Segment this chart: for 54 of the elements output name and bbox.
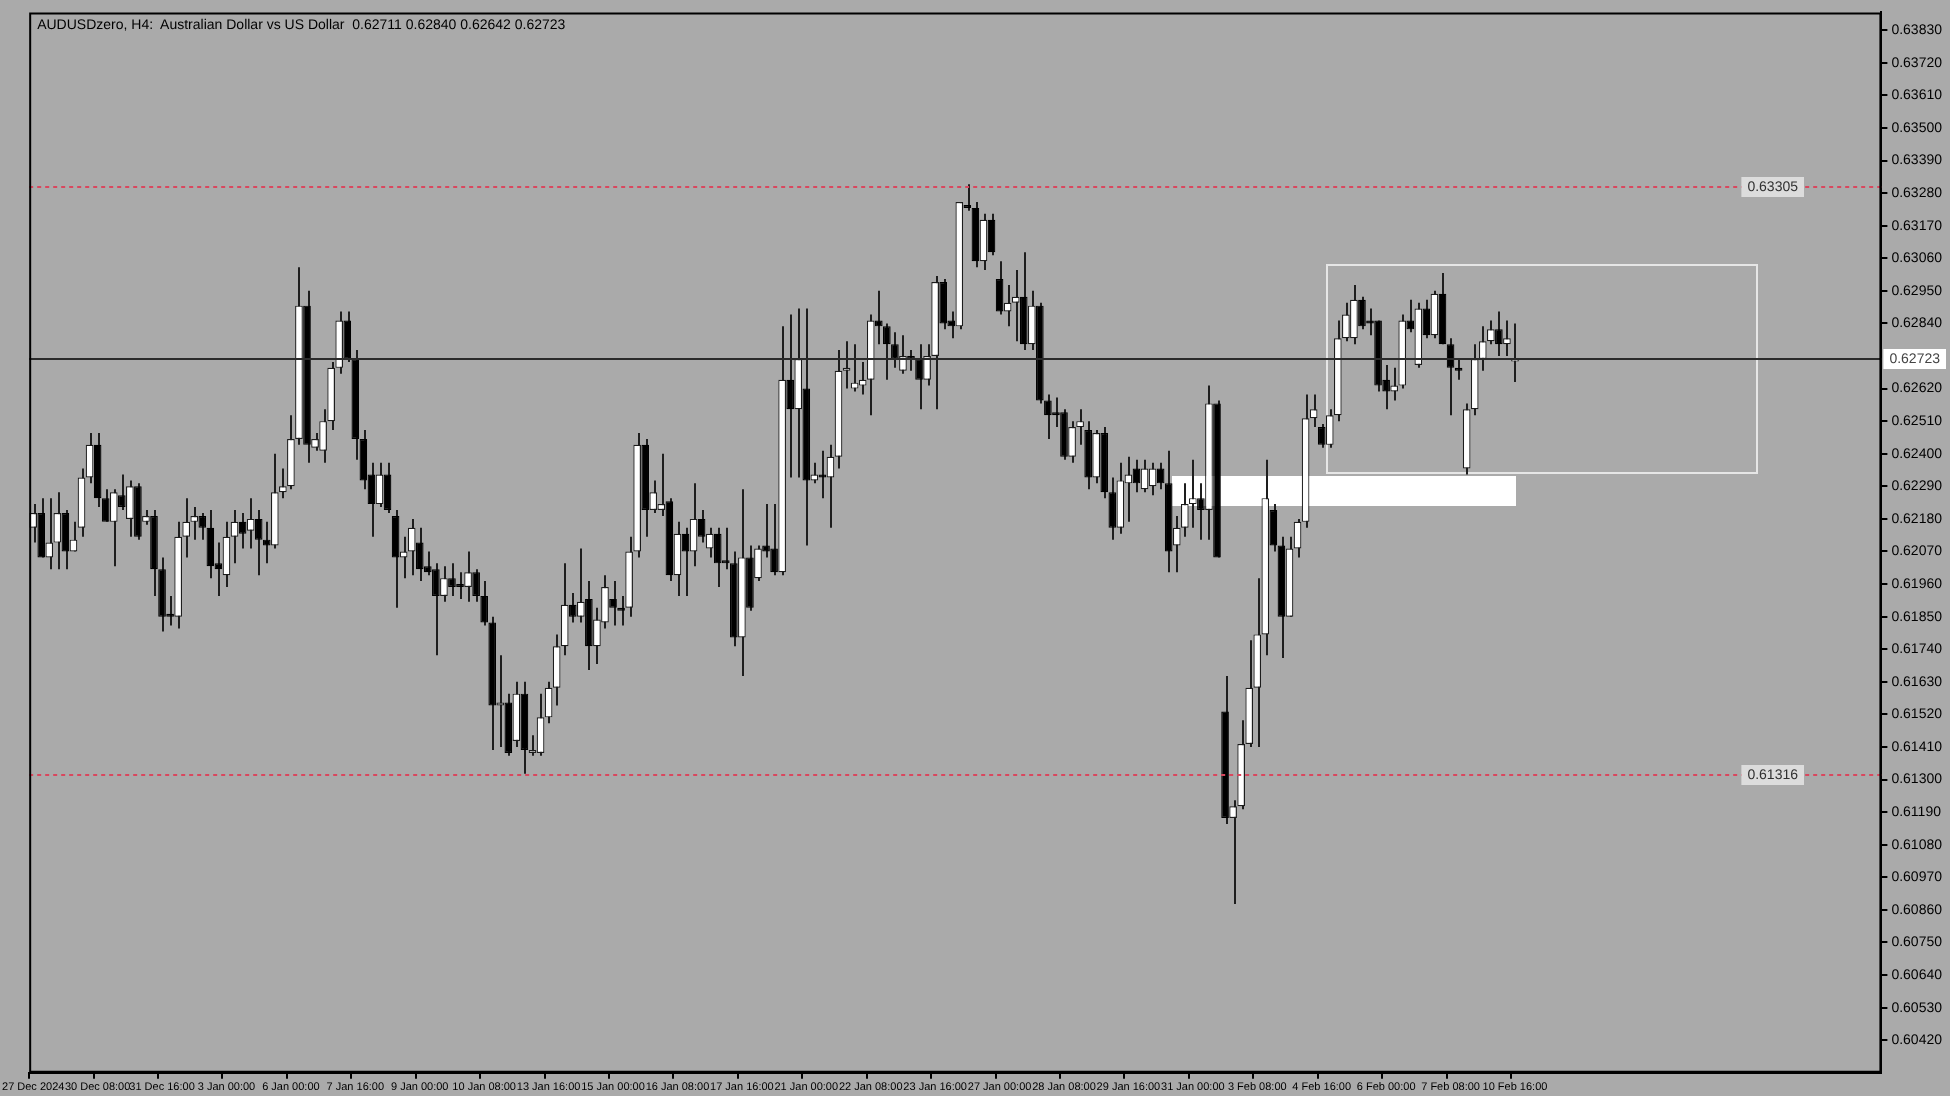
- candlestick: [794, 307, 803, 479]
- candlestick: [53, 491, 62, 571]
- candlestick: [246, 497, 255, 550]
- candlestick: [576, 547, 585, 624]
- candlestick: [915, 343, 923, 411]
- candlestick: [697, 509, 706, 544]
- candlestick: [657, 452, 666, 517]
- candlestick: [448, 562, 456, 597]
- candlestick: [1068, 420, 1076, 464]
- candlestick: [287, 414, 295, 491]
- candlestick: [1350, 283, 1358, 346]
- candlestick: [109, 488, 118, 568]
- candlestick: [512, 680, 521, 748]
- candlestick: [713, 526, 722, 589]
- candlestick: [1092, 429, 1101, 485]
- candlestick: [1430, 289, 1439, 340]
- candlestick: [464, 550, 472, 603]
- candlestick: [1027, 289, 1036, 352]
- candlestick: [987, 212, 996, 257]
- candlestick: [391, 509, 400, 609]
- candlestick: [979, 212, 988, 272]
- candlestick: [1019, 251, 1028, 352]
- candlestick: [415, 526, 424, 583]
- candlestick: [1116, 461, 1125, 535]
- candlestick: [1148, 461, 1157, 497]
- candlestick: [649, 479, 658, 514]
- candlestick: [206, 509, 215, 580]
- candlestick: [440, 565, 448, 603]
- candlestick: [883, 322, 891, 381]
- candlestick: [1358, 295, 1366, 331]
- candlestick: [995, 260, 1004, 316]
- candlestick: [1317, 423, 1326, 449]
- candlestick: [1503, 319, 1511, 357]
- candlestick: [585, 580, 593, 671]
- candlestick: [383, 461, 392, 514]
- candlestick: [1495, 310, 1503, 357]
- candlestick: [681, 526, 690, 597]
- candlestick: [673, 520, 682, 597]
- candlestick: [45, 497, 54, 571]
- candlestick: [134, 482, 142, 541]
- candlestick: [891, 331, 899, 369]
- candlestick: [1140, 458, 1149, 494]
- candlestick: [375, 461, 384, 509]
- candlestick: [126, 479, 134, 538]
- candlestick: [222, 520, 231, 589]
- candlestick: [407, 517, 416, 577]
- candlestick: [1438, 272, 1447, 346]
- candlestick: [238, 511, 247, 550]
- candlestick: [456, 571, 464, 600]
- candlestick: [536, 692, 545, 757]
- candlestick: [29, 503, 38, 544]
- candlestick: [1189, 458, 1197, 529]
- candlestick: [609, 580, 617, 627]
- candlestick: [37, 497, 46, 559]
